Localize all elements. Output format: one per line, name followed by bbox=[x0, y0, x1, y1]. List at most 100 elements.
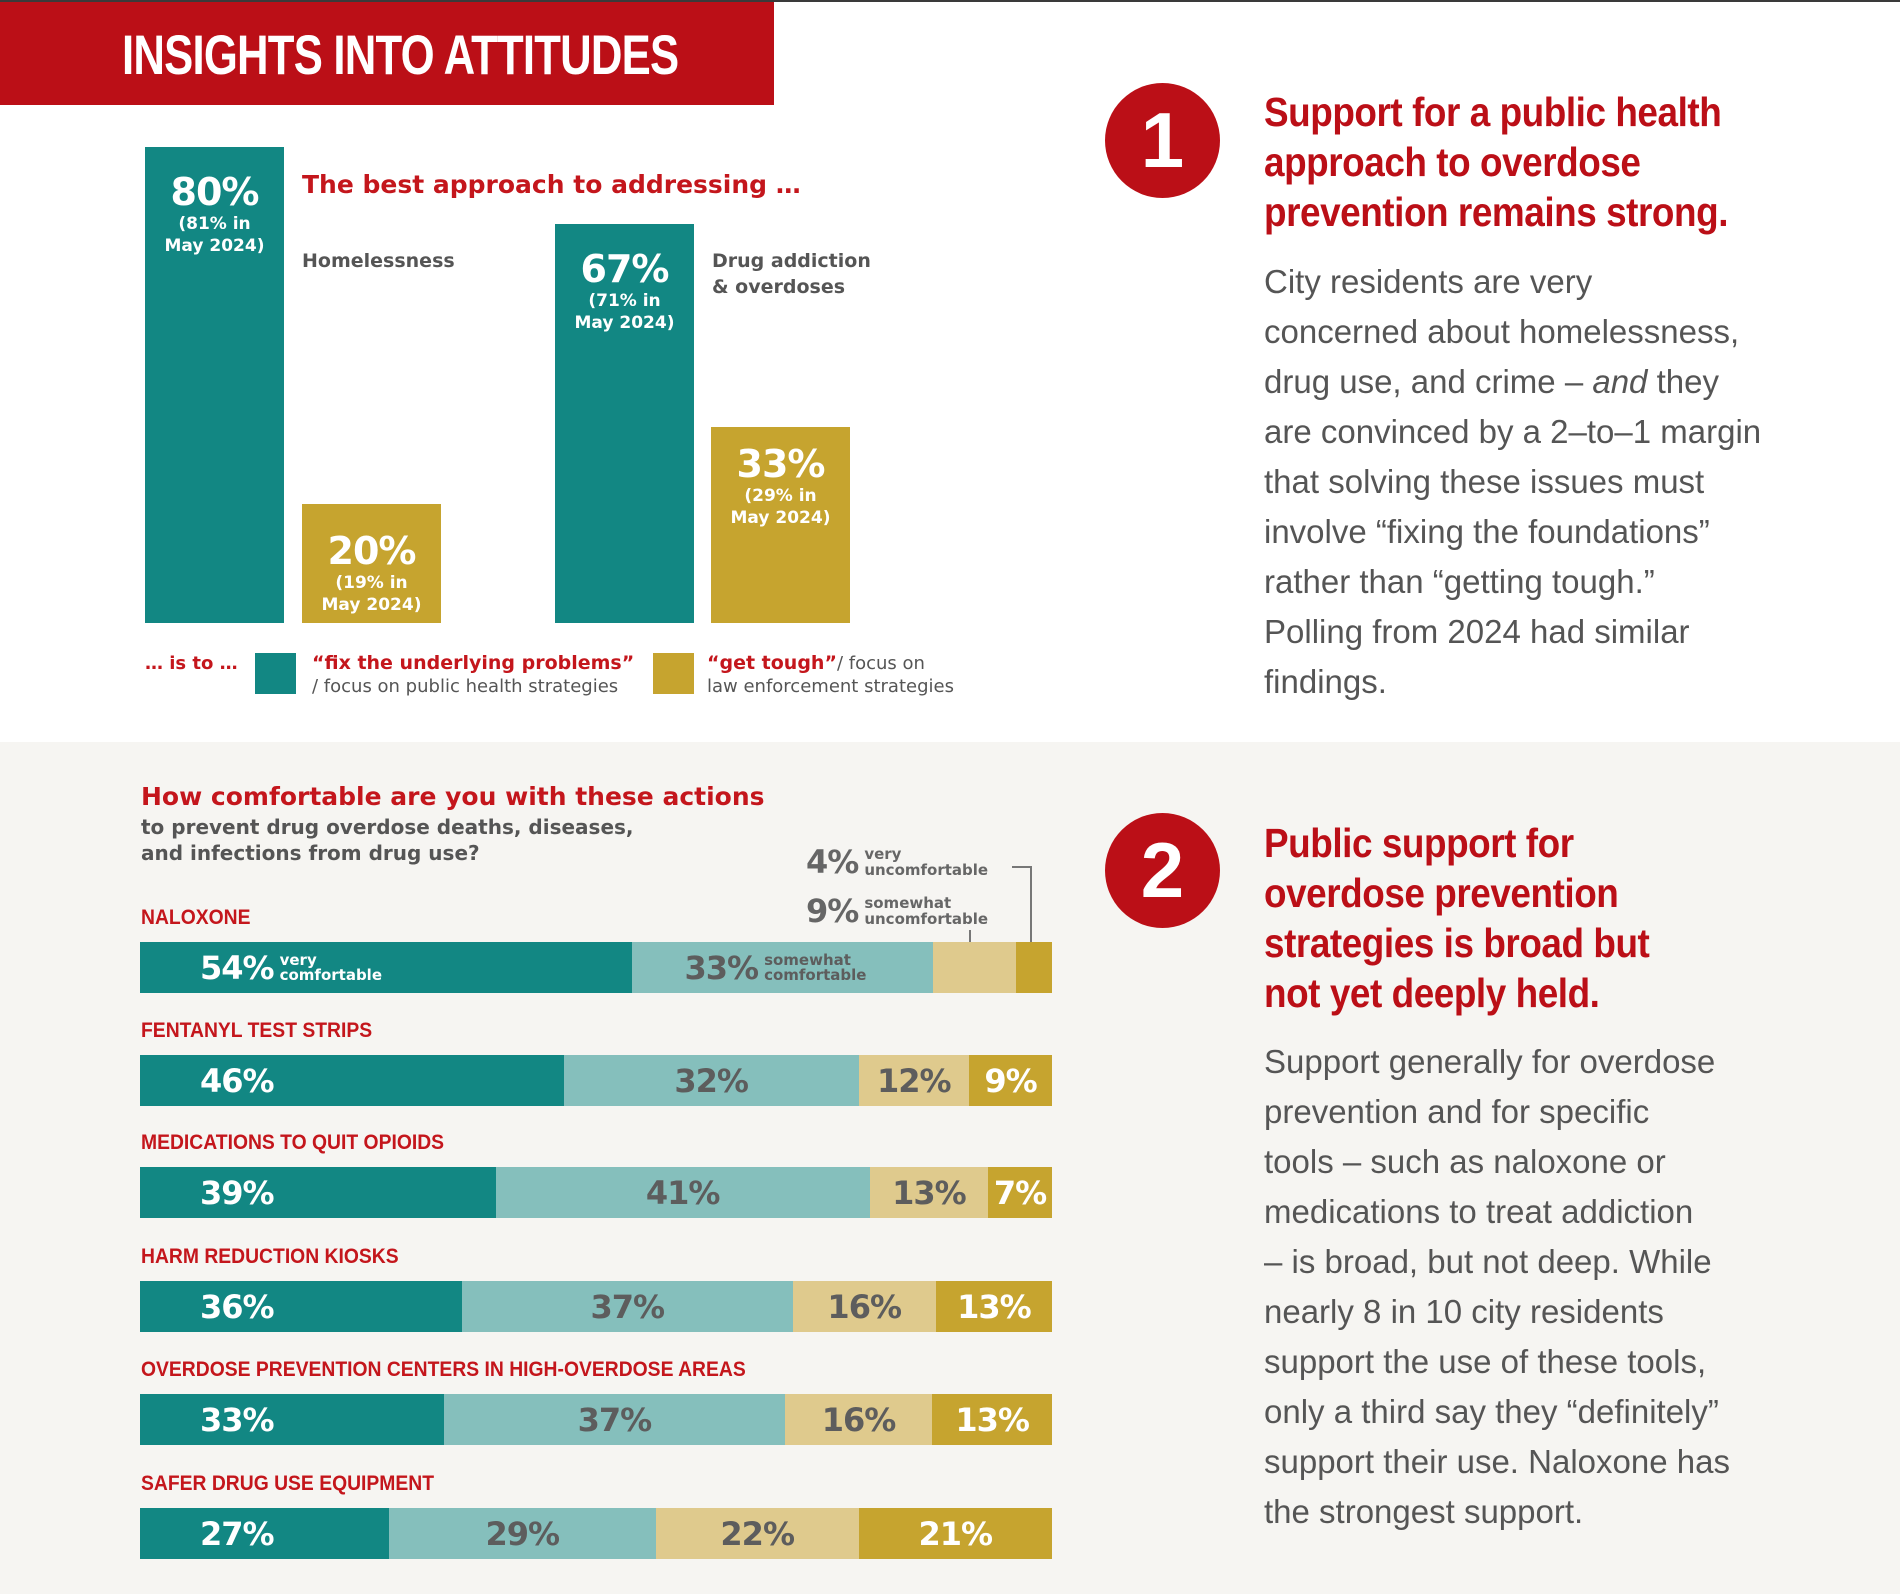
body-line: only a third say they “definitely” bbox=[1264, 1393, 1719, 1430]
bar-segment-somewhat-uncomfortable: 16% bbox=[784, 1394, 933, 1445]
callout-leader-very-h bbox=[1012, 866, 1032, 868]
bar-previous-value: (81% in bbox=[178, 214, 251, 234]
segment-value-label: 7% bbox=[993, 1173, 1047, 1212]
body-line: nearly 8 in 10 city residents bbox=[1264, 1293, 1664, 1330]
chart2-title: How comfortable are you with these actio… bbox=[141, 782, 765, 811]
segment-sub-label: very comfortable bbox=[279, 950, 382, 984]
bar-segment-very-comfortable: 39% bbox=[140, 1167, 496, 1218]
callout-very-uncomfortable-pct: 4% bbox=[806, 843, 859, 881]
heading-line: prevention remains strong. bbox=[1264, 189, 1729, 235]
chart2-subtitle: to prevent drug overdose deaths, disease… bbox=[141, 814, 634, 866]
segment-value-label: 16% bbox=[821, 1400, 897, 1439]
body-line: Support generally for overdose bbox=[1264, 1043, 1716, 1080]
chart2-subtitle-line-2: and infections from drug use? bbox=[141, 841, 480, 865]
legend-tough-description-1: / focus on bbox=[836, 653, 925, 674]
chart1-title: The best approach to addressing … bbox=[302, 170, 801, 199]
insight-number-badge-1: 1 bbox=[1105, 83, 1220, 198]
bar-tough-1 bbox=[711, 426, 850, 623]
segment-value-label: 13% bbox=[892, 1173, 967, 1212]
body-line: Polling from 2024 had similar bbox=[1264, 613, 1690, 650]
bar-fix-1 bbox=[555, 224, 694, 623]
segment-value-label: 39% bbox=[200, 1173, 275, 1212]
segment-value-label: 12% bbox=[877, 1061, 952, 1100]
bar-segment-somewhat-uncomfortable: 22% bbox=[655, 1508, 859, 1559]
segment-value-label: 29% bbox=[485, 1514, 560, 1553]
bar-value: 67% bbox=[580, 247, 670, 292]
bar-segment-somewhat-uncomfortable: 13% bbox=[869, 1167, 989, 1218]
row-label: OVERDOSE PREVENTION CENTERS IN HIGH-OVER… bbox=[141, 1358, 746, 1381]
section-banner bbox=[0, 2, 774, 105]
insight-heading-1: Support for a public health approach to o… bbox=[1264, 87, 1804, 237]
callout-somewhat-uncomfortable: 9% somewhat uncomfortable bbox=[806, 892, 988, 930]
callout-very-uncomfortable: 4% very uncomfortable bbox=[806, 843, 988, 881]
callout-somewhat-uncomfortable-desc: somewhat uncomfortable bbox=[864, 895, 988, 927]
bar-segment-somewhat-comfortable: 33% somewhat comfortable bbox=[632, 942, 934, 993]
bar-segment-somewhat-comfortable: 29% bbox=[388, 1508, 656, 1559]
segment-sub-label: somewhat comfortable bbox=[764, 950, 867, 984]
body-line: findings. bbox=[1264, 663, 1387, 700]
heading-line: overdose prevention bbox=[1264, 870, 1619, 916]
segment-value-label: 37% bbox=[590, 1287, 665, 1326]
heading-line: not yet deeply held. bbox=[1264, 970, 1600, 1016]
callout-line: very bbox=[864, 845, 902, 863]
body-line: medications to treat addiction bbox=[1264, 1193, 1694, 1230]
heading-line: approach to overdose bbox=[1264, 139, 1641, 185]
heading-line: Public support for bbox=[1264, 820, 1574, 866]
segment-value-label: 16% bbox=[827, 1287, 902, 1326]
segment-value-label: 27% bbox=[200, 1514, 275, 1553]
segment-value-label: 32% bbox=[674, 1061, 749, 1100]
bar-previous-value: (19% in bbox=[335, 573, 408, 593]
callout-leader-somewhat bbox=[969, 930, 971, 942]
insight-number-badge-2: 2 bbox=[1105, 813, 1220, 928]
row-label: NALOXONE bbox=[141, 906, 251, 929]
segment-value-label: 41% bbox=[645, 1173, 721, 1212]
bar-segment-somewhat-comfortable: 37% bbox=[461, 1281, 793, 1332]
bar-value: 33% bbox=[736, 441, 826, 486]
segment-value-label: 46% bbox=[200, 1061, 275, 1100]
segment-value-label: 21% bbox=[918, 1514, 993, 1553]
bar-fix-0 bbox=[145, 147, 284, 623]
bar-value: 80% bbox=[170, 170, 260, 214]
segment-value-label: 36% bbox=[200, 1287, 275, 1326]
insight-heading-2: Public support for overdose prevention str… bbox=[1264, 818, 1804, 1018]
segment-value-label: 37% bbox=[577, 1400, 653, 1439]
heading-line: Support for a public health bbox=[1264, 89, 1722, 135]
segment-value-label: 22% bbox=[720, 1514, 795, 1553]
row-label: FENTANYL TEST STRIPS bbox=[141, 1019, 373, 1042]
chart2-subtitle-line-1: to prevent drug overdose deaths, disease… bbox=[141, 815, 634, 839]
body-line: that solving these issues must bbox=[1264, 463, 1705, 500]
legend-prefix: … is to … bbox=[145, 653, 238, 674]
callout-line: uncomfortable bbox=[864, 861, 989, 879]
bar-value-label: 20% (19% in May 2024) bbox=[302, 530, 441, 616]
bar-segment-very-comfortable: 54% very comfortable bbox=[140, 942, 633, 993]
bar-segment-somewhat-uncomfortable: 16% bbox=[792, 1281, 936, 1332]
bar-previous-value: May 2024) bbox=[164, 236, 265, 256]
callout-line: somewhat bbox=[864, 894, 952, 912]
bar-segment-very-comfortable: 27% bbox=[140, 1508, 389, 1559]
emphasis-text: and bbox=[1592, 363, 1648, 400]
bar-segment-very-uncomfortable bbox=[1015, 942, 1052, 993]
body-line: support the use of these tools, bbox=[1264, 1343, 1707, 1380]
legend-tough-description-2: law enforcement strategies bbox=[707, 676, 954, 697]
legend-swatch-fix bbox=[255, 653, 296, 694]
legend-fix-emphasis: “fix the underlying problems” bbox=[312, 652, 635, 674]
legend-item-fix: “fix the underlying problems” / focus on… bbox=[312, 652, 634, 698]
bar-previous-value: (71% in bbox=[588, 291, 661, 312]
body-line: – is broad, but not deep. While bbox=[1264, 1243, 1712, 1280]
legend-fix-description: / focus on public health strategies bbox=[312, 676, 619, 697]
legend-swatch-tough bbox=[653, 653, 694, 694]
bar-value: 20% bbox=[327, 529, 417, 573]
bar-segment-somewhat-uncomfortable bbox=[933, 942, 1016, 993]
row-label: HARM REDUCTION KIOSKS bbox=[141, 1245, 399, 1268]
segment-value-label: 54% bbox=[200, 948, 275, 987]
insight-body-1: City residents are very concerned about h… bbox=[1264, 257, 1824, 707]
row-label: MEDICATIONS TO QUIT OPIOIDS bbox=[141, 1131, 445, 1154]
bar-previous-value: (29% in bbox=[744, 485, 817, 506]
insight-body-2: Support generally for overdose prevention… bbox=[1264, 1037, 1824, 1537]
bar-previous-value: May 2024) bbox=[321, 595, 422, 615]
segment-value-label: 9% bbox=[984, 1061, 1037, 1100]
body-line: drug use, and crime – and they bbox=[1264, 363, 1719, 400]
bar-segment-very-comfortable: 46% bbox=[140, 1055, 564, 1106]
legend-item-tough: “get tough”/ focus on law enforcement st… bbox=[707, 652, 954, 698]
bar-segment-very-uncomfortable: 9% bbox=[969, 1055, 1052, 1106]
